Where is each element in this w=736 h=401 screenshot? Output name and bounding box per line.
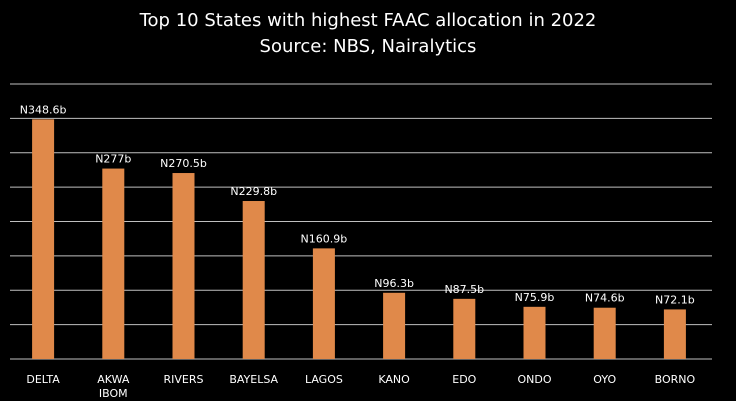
bar bbox=[383, 292, 406, 359]
data-label: N348.6b bbox=[20, 103, 67, 116]
bar bbox=[172, 173, 195, 359]
bar bbox=[242, 201, 265, 359]
x-tick-label: ONDO bbox=[517, 373, 551, 386]
x-tick-label: OYO bbox=[593, 373, 616, 386]
data-label: N229.8b bbox=[230, 185, 277, 198]
x-tick-label: IBOM bbox=[99, 387, 128, 400]
x-tick-label: AKWA bbox=[97, 373, 130, 386]
x-tick-label: DELTA bbox=[26, 373, 60, 386]
data-label: N270.5b bbox=[160, 157, 207, 170]
bar bbox=[312, 248, 335, 359]
chart-title-block: Top 10 States with highest FAAC allocati… bbox=[0, 8, 736, 60]
x-tick-label: LAGOS bbox=[305, 373, 343, 386]
data-label: N74.6b bbox=[585, 292, 625, 305]
bar bbox=[453, 298, 476, 359]
data-label: N160.9b bbox=[301, 232, 348, 245]
bar bbox=[663, 309, 686, 359]
data-label: N72.1b bbox=[655, 293, 695, 306]
x-tick-label: BAYELSA bbox=[229, 373, 278, 386]
bar bbox=[523, 306, 546, 359]
data-label: N277b bbox=[95, 153, 131, 166]
x-tick-label: KANO bbox=[378, 373, 410, 386]
chart-title: Top 10 States with highest FAAC allocati… bbox=[139, 10, 597, 31]
x-tick-label: EDO bbox=[452, 373, 476, 386]
data-label: N75.9b bbox=[515, 291, 555, 304]
bar bbox=[102, 168, 125, 359]
bar bbox=[32, 119, 55, 360]
chart-subtitle: Source: NBS, Nairalytics bbox=[259, 36, 477, 57]
data-labels: N348.6b N277b N270.5b N229.8b N160.9b N96.3b N… bbox=[20, 103, 695, 306]
x-tick-label: BORNO bbox=[655, 373, 696, 386]
data-label: N87.5b bbox=[444, 283, 484, 296]
bar bbox=[593, 307, 616, 359]
data-label: N96.3b bbox=[374, 277, 414, 290]
x-tick-label: RIVERS bbox=[164, 373, 204, 386]
bars bbox=[32, 119, 686, 360]
